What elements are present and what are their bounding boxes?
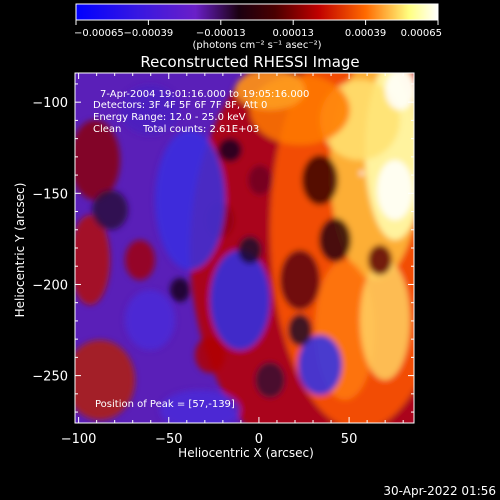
colorbar-unit-label: (photons cm⁻² s⁻¹ asec⁻²)	[192, 40, 321, 51]
y-tick-label: −100	[32, 96, 68, 111]
y-tick-label: −200	[32, 278, 68, 293]
colorbar-ticks: −0.00065 −0.00039 −0.00013 0.00013 0.00039 0.…	[74, 20, 442, 39]
heatmap-region	[125, 240, 155, 280]
annotation-time: 7-Apr-2004 19:01:16.000 to 19:05:16.000	[100, 89, 309, 100]
heatmap-region	[75, 215, 110, 305]
colorbar-tick-label: −0.00013	[196, 28, 246, 39]
annotation-peak: Position of Peak = [57,-139]	[95, 399, 235, 410]
heatmap-region	[288, 314, 312, 346]
heatmap-region	[302, 155, 338, 205]
heatmap-region	[160, 390, 240, 423]
heatmap-region	[218, 138, 242, 162]
y-tick-label: −250	[32, 370, 68, 385]
colorbar-tick-label: 0.00013	[273, 28, 314, 39]
annotation-clean: Clean	[93, 124, 121, 135]
x-tick-label: −50	[155, 432, 182, 447]
heatmap-region	[235, 73, 305, 110]
annotation-counts: Total counts: 2.61E+03	[142, 124, 259, 135]
heatmap-region	[92, 190, 128, 230]
heatmap-region	[125, 290, 175, 350]
heatmap-region	[75, 340, 135, 420]
heatmap-region	[368, 245, 392, 275]
x-tick-label: −100	[61, 432, 97, 447]
heatmap-region	[170, 278, 190, 302]
heatmap-region	[377, 160, 413, 220]
x-tick-label: 0	[255, 432, 263, 447]
heatmap-region	[248, 165, 272, 195]
heatmap-region	[195, 337, 225, 373]
heatmap-region	[210, 250, 270, 350]
footer-timestamp: 30-Apr-2022 01:56	[383, 484, 496, 498]
y-tick-label: −150	[32, 187, 68, 202]
x-axis-label: Heliocentric X (arcsec)	[178, 446, 314, 460]
heatmap-region	[298, 335, 342, 395]
heatmap-region	[120, 85, 180, 135]
axis-ticks: −100 −50 0 50 −100 −150 −200 −250	[32, 73, 414, 447]
annotation-detectors: Detectors: 3F 4F 5F 6F 7F 8F, Att 0	[93, 100, 267, 111]
heatmap-region	[385, 73, 414, 110]
colorbar-tick-label: 0.00039	[345, 28, 386, 39]
y-axis-label: Heliocentric Y (arcsec)	[13, 183, 27, 318]
x-tick-label: 50	[341, 432, 358, 447]
colorbar-tick-label: 0.00065	[401, 28, 442, 39]
heatmap-region	[155, 130, 225, 270]
heatmap-region	[75, 120, 120, 200]
heatmap-region	[238, 236, 262, 264]
colorbar-tick-label: −0.00039	[124, 28, 174, 39]
heatmap-image	[75, 73, 414, 423]
heatmap-region	[280, 250, 320, 310]
colorbar	[75, 3, 439, 21]
peak-marker	[359, 171, 364, 176]
colorbar-tick-label: −0.00065	[74, 28, 124, 39]
annotation-energy: Energy Range: 12.0 - 25.0 keV	[93, 112, 246, 123]
chart-title: Reconstructed RHESSI Image	[140, 53, 359, 71]
heatmap-region	[319, 218, 351, 262]
heatmap-region	[360, 260, 410, 380]
heatmap-region	[255, 362, 285, 398]
